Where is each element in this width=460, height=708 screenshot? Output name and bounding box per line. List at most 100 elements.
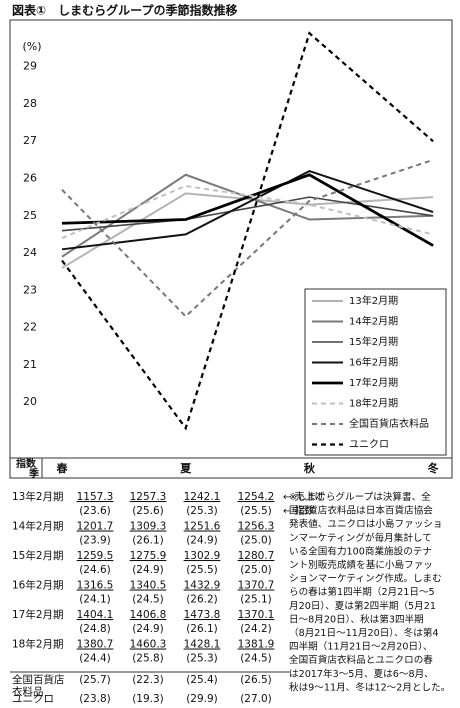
sales-cell: 1275.9	[130, 550, 167, 562]
index-cell: (24.9)	[132, 564, 164, 576]
sales-cell: 1251.6	[184, 521, 221, 533]
series-line	[61, 196, 434, 232]
sales-cell: 1380.7	[77, 639, 114, 651]
note-line: ※しまむらグループは決算書、全	[289, 491, 431, 503]
index-cell: (24.6)	[79, 564, 111, 576]
legend-label: 14年2月期	[349, 315, 398, 328]
x-tick-label: 冬	[428, 461, 439, 475]
arrow-label: ← 売上げ	[283, 490, 325, 503]
index-cell: (26.1)	[186, 623, 218, 635]
note-line: 全国百貨店衣料品とユニクロの春	[289, 654, 433, 666]
index-cell: (27.0)	[240, 693, 272, 705]
legend-label: 18年2月期	[349, 397, 398, 410]
chart-frame	[9, 19, 453, 479]
index-cell: (25.4)	[186, 674, 218, 686]
series-line	[61, 184, 434, 240]
index-cell: (25.0)	[240, 564, 272, 576]
index-cell: (26.1)	[132, 535, 164, 547]
note-line: らの春は第1四半期（2月21日〜5	[289, 586, 435, 598]
series-line	[61, 192, 434, 269]
index-cell: (24.5)	[132, 594, 164, 606]
sales-cell: 1460.3	[130, 639, 167, 651]
y-tick-label: 22	[23, 321, 37, 334]
x-tick-label: 秋	[304, 461, 316, 475]
index-cell: (23.8)	[79, 693, 111, 705]
sales-cell: 1280.7	[238, 550, 275, 562]
sales-cell: 1473.8	[184, 609, 221, 621]
index-cell: (25.3)	[186, 505, 218, 517]
legend-label: 全国百貨店衣料品	[349, 417, 429, 430]
y-tick-label: 23	[23, 283, 37, 296]
series-line	[61, 173, 434, 247]
sales-cell: 1259.5	[77, 550, 114, 562]
note-line: （8月21日〜11月20日）、冬は第4	[289, 627, 439, 639]
legend-label: 16年2月期	[349, 356, 398, 369]
index-cell: (23.9)	[79, 535, 111, 547]
sales-cell: 1257.3	[130, 491, 167, 503]
y-tick-label: 25	[23, 209, 37, 222]
row-label: 全国百貨店	[12, 673, 65, 686]
sales-cell: 1428.1	[184, 639, 221, 651]
sales-cell: 1432.9	[184, 580, 221, 592]
y-tick-label: 24	[23, 246, 37, 259]
note-line: 日〜8月20日）、秋は第3四半期	[289, 613, 424, 625]
sales-cell: 1370.7	[238, 580, 275, 592]
index-cell: (24.1)	[79, 594, 111, 606]
sales-cell: 1254.2	[238, 491, 275, 503]
note-line: 発表値、ユニクロは小島ファッショ	[289, 518, 443, 530]
y-tick-label: 26	[23, 172, 37, 185]
row-label: 13年2月期	[12, 490, 64, 503]
index-cell: (29.9)	[186, 693, 218, 705]
sales-cell: 1242.1	[184, 491, 221, 503]
y-tick-label: 28	[23, 97, 37, 110]
index-cell: (25.7)	[79, 674, 111, 686]
legend-box	[304, 288, 447, 456]
series-line	[61, 169, 434, 251]
index-cell: (24.9)	[132, 623, 164, 635]
row-label: 16年2月期	[12, 579, 64, 592]
sales-cell: 1309.3	[130, 521, 167, 533]
note-line: は2017年3〜5月、夏は6〜8月、	[289, 668, 434, 680]
index-cell: (26.5)	[240, 674, 272, 686]
index-cell: (25.0)	[240, 535, 272, 547]
sales-cell: 1370.1	[238, 609, 275, 621]
series-line	[61, 31, 434, 431]
note-line: ションマーケティング作成。しまむ	[289, 573, 442, 585]
row-label: 18年2月期	[12, 638, 64, 651]
index-cell: (19.3)	[132, 693, 164, 705]
note-line: ンマーケティングが毎月集計して	[289, 532, 432, 544]
legend-label: 17年2月期	[349, 376, 398, 389]
note-line: 四半期（11月21日〜2月20日）、	[289, 641, 432, 653]
sales-cell: 1256.3	[238, 521, 275, 533]
index-cell: (24.2)	[240, 623, 272, 635]
index-cell: (25.1)	[240, 594, 272, 606]
index-cell: (25.3)	[186, 653, 218, 665]
x-tick-label: 夏	[180, 462, 192, 475]
row-label: 15年2月期	[12, 549, 64, 562]
row-label: 衣料品	[12, 685, 44, 698]
note-line: ント別販売成績を基に小島ファッ	[289, 559, 433, 571]
sales-cell: 1381.9	[238, 639, 275, 651]
legend-label: ユニクロ	[349, 439, 389, 451]
legend-label: 15年2月期	[349, 335, 398, 348]
index-cell: (25.5)	[186, 564, 218, 576]
index-cell: (25.6)	[132, 505, 164, 517]
note-line: 国百貨店衣料品は日本百貨店協会	[289, 505, 433, 517]
x-tick-label: 春	[57, 461, 69, 475]
row-label: 14年2月期	[12, 520, 64, 533]
chart-title: 図表① しまむらグループの季節指数推移	[12, 3, 237, 18]
index-cell: (24.8)	[79, 623, 111, 635]
index-cell: (26.2)	[186, 594, 218, 606]
sales-cell: 1157.3	[77, 491, 114, 503]
y-tick-label: 27	[23, 134, 37, 147]
index-cell: (24.4)	[79, 653, 111, 665]
sales-cell: 1302.9	[184, 550, 221, 562]
sales-cell: 1406.8	[130, 609, 167, 621]
note-line: 秋は9〜11月、冬は12〜2月とした。	[289, 681, 450, 693]
note-line: 月20日）、夏は第2四半期（5月21	[289, 600, 436, 612]
sales-cell: 1340.5	[130, 580, 167, 592]
y-tick-label: 20	[23, 395, 37, 408]
corner-label: 季	[28, 467, 40, 480]
sales-cell: 1316.5	[77, 580, 114, 592]
